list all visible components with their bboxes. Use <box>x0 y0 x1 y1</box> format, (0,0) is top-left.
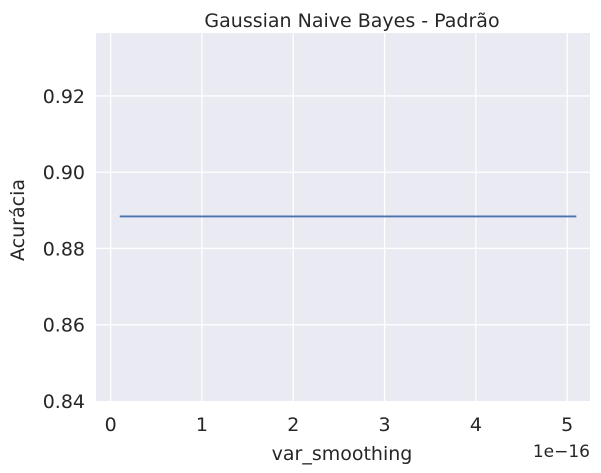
y-tick-label: 0.86 <box>43 315 85 337</box>
x-tick-labels: 0 1 2 3 4 5 <box>105 414 574 436</box>
x-tick-label: 5 <box>561 414 573 436</box>
x-tick-label: 1 <box>196 414 208 436</box>
y-tick-label: 0.88 <box>43 238 85 260</box>
y-tick-label: 0.84 <box>43 391 85 413</box>
y-tick-label: 0.92 <box>43 86 85 108</box>
chart-title: Gaussian Naive Bayes - Padrão <box>204 10 499 32</box>
y-axis-label: Acurácia <box>7 179 29 261</box>
y-tick-labels: 0.84 0.86 0.88 0.90 0.92 <box>43 86 85 413</box>
x-tick-label: 0 <box>105 414 117 436</box>
x-offset-label: 1e−16 <box>533 442 590 462</box>
x-tick-label: 3 <box>379 414 391 436</box>
x-tick-label: 4 <box>470 414 482 436</box>
x-axis-label: var_smoothing <box>272 443 413 465</box>
x-tick-label: 2 <box>287 414 299 436</box>
y-tick-label: 0.90 <box>43 162 85 184</box>
